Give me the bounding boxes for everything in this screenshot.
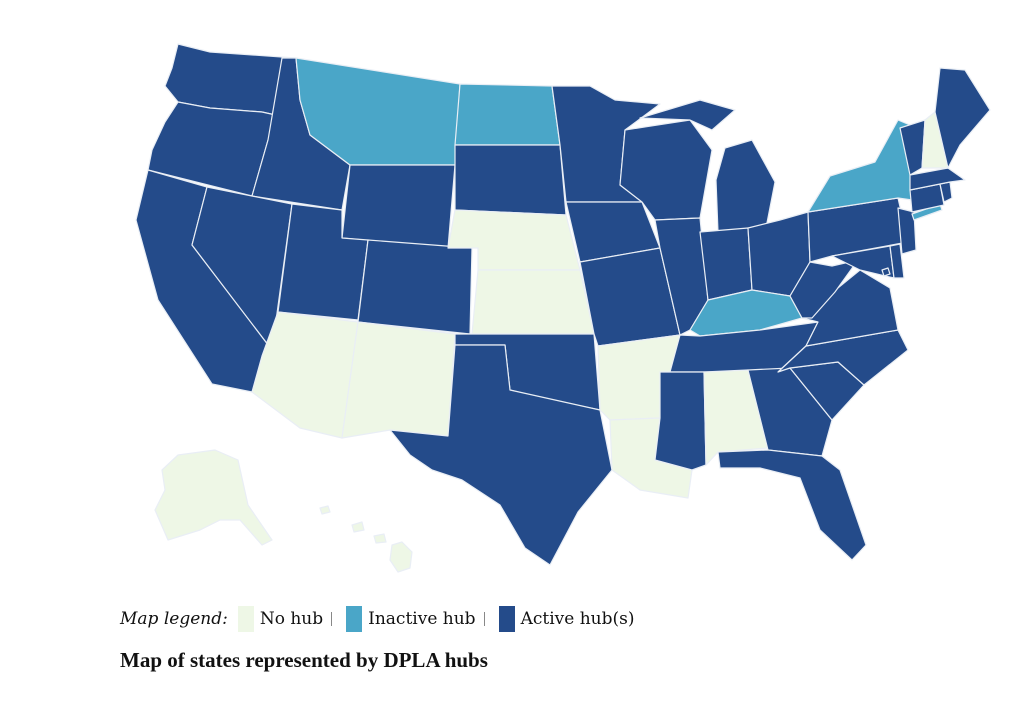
state-HI-islands [319,505,387,544]
state-NM[interactable] [341,321,456,439]
state-FL[interactable] [717,449,867,561]
us-map [135,43,991,573]
legend-label-active-hub: Active hub(s) [520,609,635,629]
state-DC[interactable] [881,267,891,277]
state-ME[interactable] [934,67,991,169]
legend-label-inactive-hub: Inactive hub [368,609,476,629]
state-IN[interactable] [699,227,753,301]
map-legend: Map legend: No hub Inactive hub Active h… [120,604,634,634]
state-HI[interactable] [389,541,413,573]
state-SD[interactable] [454,144,567,216]
legend-separator [331,612,333,626]
map-caption: Map of states represented by DPLA hubs [120,648,488,672]
state-WV[interactable] [789,259,859,319]
legend-label-no-hub: No hub [259,609,324,629]
state-NJ[interactable] [897,207,917,255]
legend-swatch-active-hub [498,606,515,632]
state-ND[interactable] [454,83,561,146]
legend-title: Map legend: [120,609,228,629]
state-NY[interactable] [807,119,913,213]
state-DE[interactable] [889,243,905,279]
state-CO[interactable] [357,239,473,335]
state-KS[interactable] [471,269,595,335]
state-MS[interactable] [654,371,707,471]
state-AL[interactable] [703,369,769,466]
legend-separator [483,612,485,626]
state-TX[interactable] [389,344,613,566]
legend-swatch-inactive-hub [346,606,363,632]
state-WY[interactable] [341,164,456,249]
legend-swatch-no-hub [237,606,254,632]
state-AK[interactable] [154,449,273,546]
